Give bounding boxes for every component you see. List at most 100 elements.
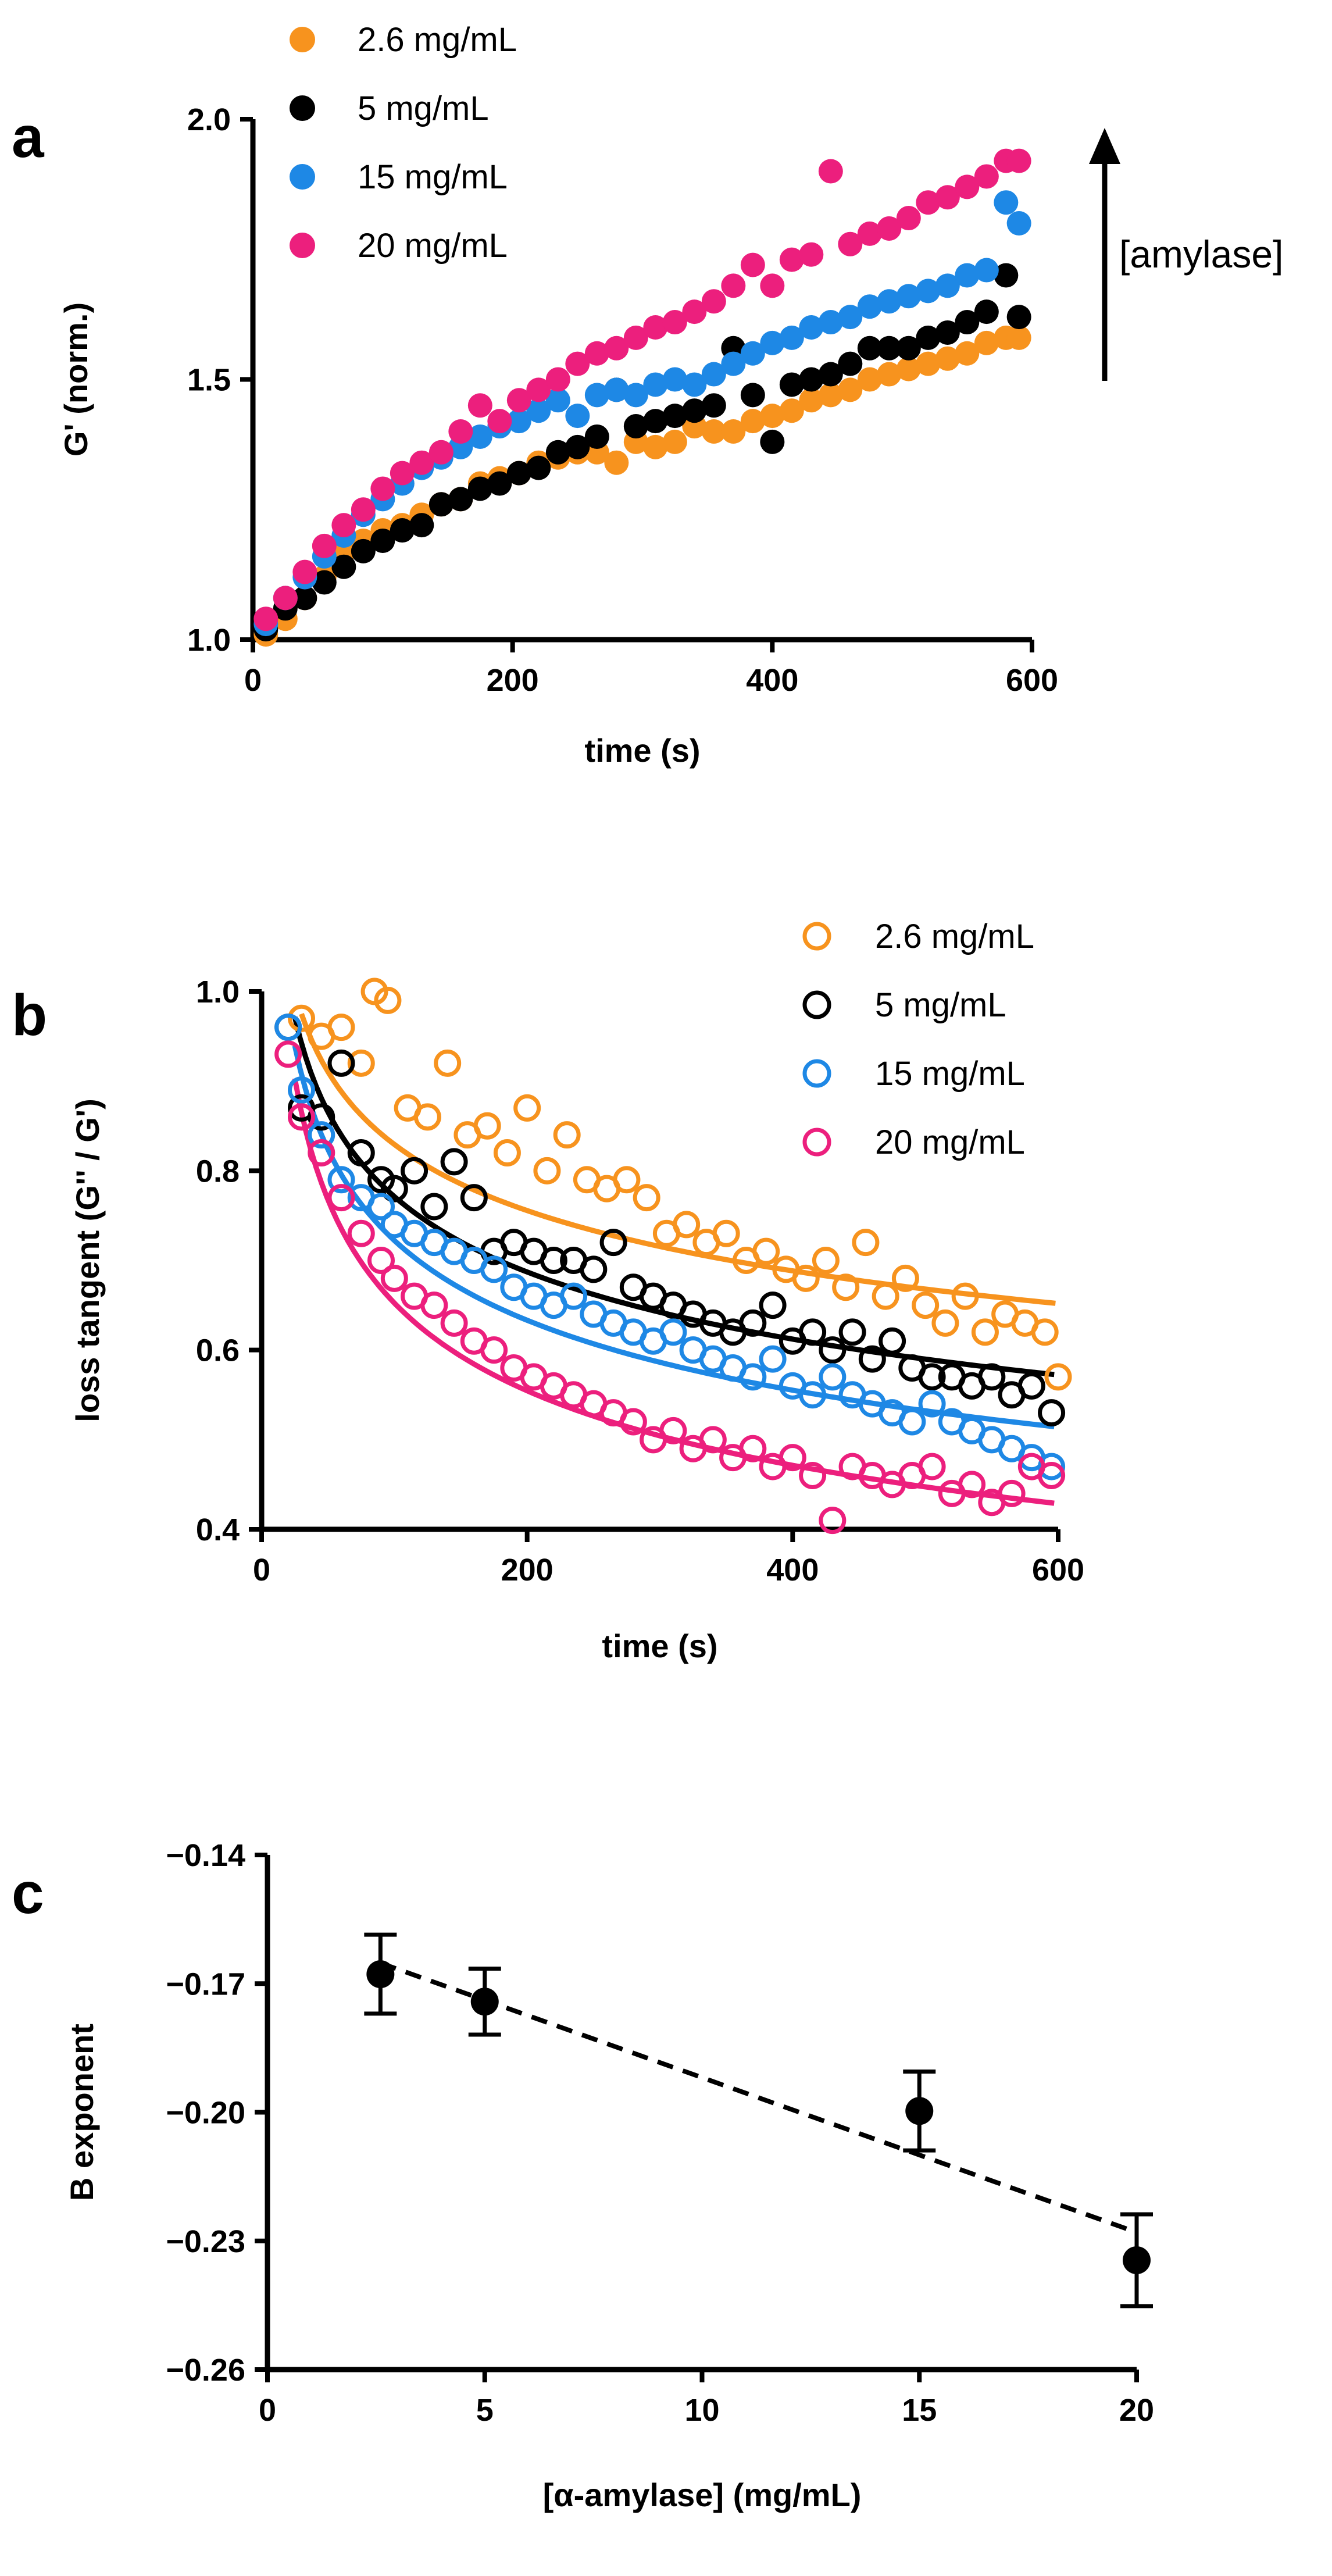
data-point (662, 367, 687, 392)
x-tick-label: 400 (766, 1553, 819, 1587)
data-point (1006, 211, 1031, 236)
data-point (1123, 2246, 1151, 2274)
y-axis-title: B exponent (63, 2024, 100, 2201)
data-point (308, 1139, 335, 1166)
data-point (1044, 1363, 1072, 1391)
data-point (877, 362, 902, 387)
data-point (739, 1435, 767, 1462)
series-5-mg-ml (253, 263, 1031, 642)
data-point (740, 383, 765, 408)
series-2-6-mg-ml (288, 977, 1072, 1391)
data-point (760, 429, 785, 454)
data-point (584, 383, 609, 408)
series-20-mg-ml (274, 1040, 1066, 1535)
data-point (380, 1264, 408, 1292)
data-point (1006, 148, 1031, 173)
data-point (857, 294, 882, 319)
data-point (662, 429, 687, 454)
data-point (327, 1049, 355, 1077)
data-point (955, 310, 980, 335)
data-point (916, 325, 941, 350)
data-point (1006, 305, 1031, 330)
data-point (347, 1049, 375, 1077)
data-point (818, 383, 843, 408)
data-point (292, 559, 317, 584)
data-point (712, 1219, 740, 1247)
data-point (613, 1166, 641, 1194)
data-point (440, 1309, 468, 1337)
data-point (916, 190, 941, 215)
data-point (308, 1103, 335, 1131)
data-point (409, 513, 434, 538)
data-point (506, 461, 531, 486)
x-tick-label: 0 (253, 1553, 270, 1587)
data-point (513, 1094, 541, 1122)
data-point (288, 1103, 315, 1131)
panel-letter-c: c (12, 1861, 44, 1926)
legend-marker (290, 164, 315, 190)
data-point (487, 471, 512, 496)
legend-label: 5 mg/mL (358, 90, 489, 127)
data-point (838, 1318, 866, 1346)
annotation-label: [amylase] (1119, 233, 1283, 276)
data-point (1006, 325, 1031, 350)
x-axis-title: time (s) (602, 1628, 717, 1664)
data-point (413, 1103, 441, 1131)
data-point (347, 1139, 375, 1166)
x-tick-label: 20 (1119, 2393, 1154, 2428)
data-point (659, 1417, 687, 1444)
data-point (759, 1291, 787, 1319)
data-point (955, 263, 980, 288)
data-point (935, 185, 960, 210)
data-point (799, 242, 824, 267)
data-point (872, 1282, 899, 1310)
data-point (1017, 1372, 1045, 1400)
data-point (935, 346, 960, 371)
data-point (643, 434, 668, 459)
data-point (721, 351, 746, 376)
data-point (852, 1229, 880, 1257)
y-tick-label: −0.26 (166, 2353, 245, 2388)
x-tick-label: 0 (259, 2393, 276, 2428)
data-point (327, 1014, 355, 1041)
legend-label: 5 mg/mL (875, 986, 1006, 1024)
data-point (545, 440, 570, 465)
legend-label: 15 mg/mL (358, 158, 508, 196)
data-point (584, 341, 609, 366)
data-point (487, 409, 512, 434)
data-point (253, 606, 278, 631)
data-point (974, 299, 999, 324)
data-point (857, 221, 882, 246)
data-point (760, 404, 785, 429)
data-point (374, 986, 402, 1014)
data-point (643, 315, 668, 340)
data-point (565, 404, 590, 429)
data-point (896, 206, 921, 231)
data-point (891, 1264, 919, 1292)
data-point (420, 1193, 448, 1221)
data-point (1031, 1318, 1059, 1346)
data-point (701, 289, 726, 314)
x-tick-label: 600 (1032, 1553, 1084, 1587)
data-point (974, 164, 999, 189)
data-point (473, 1112, 501, 1140)
data-point (760, 273, 785, 298)
data-point (955, 174, 980, 199)
series-5-mg-ml (274, 1014, 1066, 1427)
data-point (274, 1014, 302, 1041)
y-tick-label: −0.23 (166, 2224, 245, 2259)
x-tick-label: 15 (902, 2393, 937, 2428)
data-point (701, 393, 726, 418)
data-point (545, 388, 570, 413)
fit-curve-20-mg-ml (292, 1078, 1055, 1506)
data-point (918, 1363, 946, 1391)
x-tick-label: 0 (244, 663, 262, 698)
data-point (428, 492, 453, 517)
data-point (819, 1507, 847, 1535)
series-20-mg-ml (253, 148, 1031, 631)
data-point (460, 1184, 488, 1212)
y-tick-label: 1.5 (187, 363, 231, 398)
data-point (819, 1363, 847, 1391)
y-axis-title: loss tangent (G'' / G') (69, 1098, 106, 1422)
